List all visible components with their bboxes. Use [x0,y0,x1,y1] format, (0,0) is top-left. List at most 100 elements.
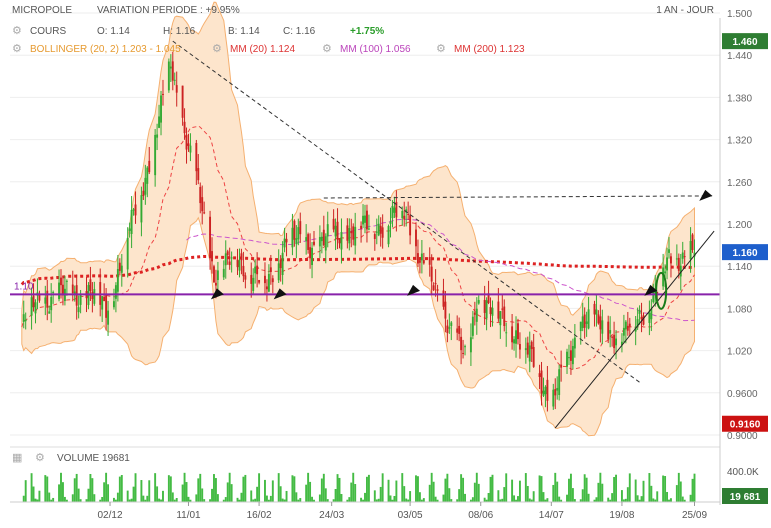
candle-body [381,227,384,238]
candle-body [362,215,364,225]
legend-bollinger: BOLLINGER (20, 2) 1.203 - 1.045 [30,44,181,55]
high-badge-text: 1.460 [732,37,757,48]
gear-icon[interactable]: ⚙ [322,43,332,55]
candle-body [256,265,259,275]
candle-body [446,325,449,333]
candle-body [585,321,588,324]
candle-body [222,268,225,278]
candle-body [599,316,602,330]
volume-bar [140,480,143,502]
y-tick-label: 1.080 [727,304,752,315]
volume-bar [318,494,321,502]
candle-body [38,295,41,301]
candle-body [73,291,76,296]
volume-bar [148,480,151,502]
candle-body [387,226,390,245]
candle-body [450,322,453,327]
candle-body [250,274,253,284]
candle-body [464,346,466,348]
candle-body [418,260,421,263]
candle-body [75,285,78,306]
volume-bar [460,474,463,502]
candle-body [691,234,694,251]
volume-bar [485,499,488,502]
volume-bar [250,490,253,502]
candle-body [473,312,476,315]
volume-bar [252,499,255,502]
bar-chart-icon[interactable]: ▦ [12,452,22,464]
volume-bar [542,492,545,502]
volume-bar [120,475,123,502]
candle-body [364,215,366,223]
volume-bar [256,486,259,502]
variation-text: VARIATION PERIODE : +9.95% [97,5,240,16]
candle-body [432,285,435,291]
candle-body [642,315,645,325]
volume-bar [332,499,335,502]
candle-body [195,142,198,172]
volume-bar [93,494,96,502]
candle-body [116,269,119,292]
volume-bar [462,477,465,502]
candle-body [101,296,104,310]
volume-bar [432,481,435,502]
candle-body [32,295,35,308]
candle-body [628,323,631,327]
candle-body [313,241,315,245]
volume-bar [693,473,696,502]
gear-icon[interactable]: ⚙ [212,43,222,55]
candle-body [675,258,678,260]
volume-bar [307,472,310,502]
volume-bar [377,498,380,502]
candle-body [352,226,355,240]
volume-bar [373,490,376,502]
volume-bar [130,498,133,502]
volume-bar [214,478,217,502]
volume-bar [679,481,682,502]
candle-body [664,271,667,274]
volume-label: VOLUME 19681 [57,453,130,464]
candle-body [348,228,351,244]
candle-body [265,286,268,290]
candle-body [668,249,670,253]
candle-body [203,212,206,214]
candle-body [609,330,612,334]
arrow-marker [699,189,713,201]
volume-bar [22,495,25,502]
candle-body [114,285,117,299]
volume-bar [38,490,41,502]
arrow-marker [644,284,658,296]
candle-body [448,327,451,329]
candle-body [681,252,684,259]
volume-bar [428,484,431,502]
candle-body [530,341,533,350]
volume-bar [258,473,261,502]
candle-body [226,251,229,256]
candle-body [626,325,629,331]
candle-body [648,312,651,323]
volume-bar [515,499,517,502]
candle-body [456,328,459,333]
gear-icon[interactable]: ⚙ [35,452,45,464]
volume-bar [477,483,480,502]
ticker-name: MICROPOLE [12,5,72,16]
volume-bar [350,482,353,502]
y-tick-label: 1.440 [727,51,752,62]
volume-bar [338,477,341,502]
gear-icon[interactable]: ⚙ [12,25,22,37]
volume-bar [620,490,623,502]
candle-body [638,309,641,314]
volume-bar [367,474,370,502]
volume-bar [240,492,243,502]
gear-icon[interactable]: ⚙ [12,43,22,55]
volume-bar [354,483,357,502]
volume-bar [526,485,529,502]
volume-bar [511,479,514,502]
volume-bar [499,499,502,502]
candle-body [636,319,639,327]
candle-body [324,236,327,251]
gear-icon[interactable]: ⚙ [436,43,446,55]
volume-bar [566,494,568,502]
uptrend-line [554,230,715,429]
candle-body [683,256,686,258]
